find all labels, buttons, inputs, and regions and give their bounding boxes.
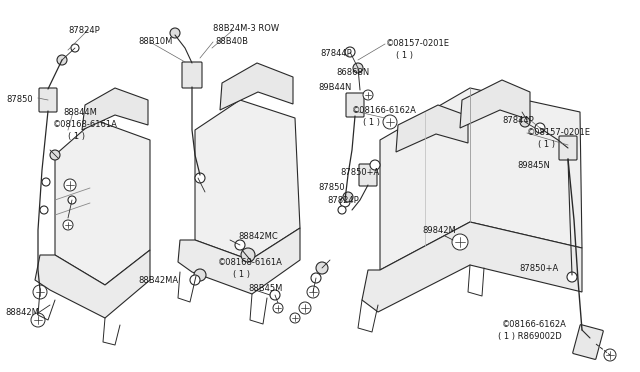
Text: ©08166-6162A: ©08166-6162A xyxy=(352,106,417,115)
Text: 88B10M: 88B10M xyxy=(138,37,172,46)
Text: 89842M: 89842M xyxy=(422,226,456,235)
FancyBboxPatch shape xyxy=(346,93,364,117)
Polygon shape xyxy=(396,105,468,152)
FancyBboxPatch shape xyxy=(559,136,577,160)
Text: 88B42MA: 88B42MA xyxy=(138,276,178,285)
Circle shape xyxy=(353,63,363,73)
Circle shape xyxy=(290,313,300,323)
Text: 89845N: 89845N xyxy=(517,161,550,170)
Text: 87824P: 87824P xyxy=(68,26,100,35)
Text: 86868N: 86868N xyxy=(336,68,369,77)
Circle shape xyxy=(363,90,373,100)
Circle shape xyxy=(40,206,48,214)
Text: 87844P: 87844P xyxy=(502,116,534,125)
Polygon shape xyxy=(380,88,582,270)
Polygon shape xyxy=(82,88,148,130)
Text: ©08157-0201E: ©08157-0201E xyxy=(527,128,591,137)
Circle shape xyxy=(307,286,319,298)
Circle shape xyxy=(520,117,530,127)
Circle shape xyxy=(383,115,397,129)
Polygon shape xyxy=(195,100,300,260)
Circle shape xyxy=(452,234,468,250)
Text: 88B45M: 88B45M xyxy=(248,284,282,293)
Text: 88844M: 88844M xyxy=(63,108,97,117)
Polygon shape xyxy=(55,120,150,285)
Circle shape xyxy=(195,173,205,183)
Polygon shape xyxy=(362,222,582,312)
Text: 87844P: 87844P xyxy=(320,49,352,58)
Circle shape xyxy=(235,240,245,250)
Circle shape xyxy=(190,275,200,285)
Text: ( 1 ): ( 1 ) xyxy=(396,51,413,60)
Circle shape xyxy=(370,160,380,170)
Circle shape xyxy=(31,313,45,327)
Polygon shape xyxy=(35,250,150,318)
Circle shape xyxy=(241,248,255,262)
Circle shape xyxy=(33,285,47,299)
Circle shape xyxy=(604,349,616,361)
Text: ©08168-6161A: ©08168-6161A xyxy=(218,258,283,267)
Text: 87850+A: 87850+A xyxy=(519,264,558,273)
Text: 88B24M-3 ROW: 88B24M-3 ROW xyxy=(213,24,279,33)
Circle shape xyxy=(273,303,283,313)
Text: ( 1 ): ( 1 ) xyxy=(68,132,85,141)
FancyBboxPatch shape xyxy=(359,164,377,186)
Text: ©08166-6162A: ©08166-6162A xyxy=(502,320,567,329)
Circle shape xyxy=(345,47,355,57)
Circle shape xyxy=(194,269,206,281)
Circle shape xyxy=(170,28,180,38)
Text: 88842MC: 88842MC xyxy=(238,232,278,241)
Circle shape xyxy=(68,196,76,204)
Text: ( 1 ): ( 1 ) xyxy=(363,118,380,127)
Circle shape xyxy=(338,206,346,214)
Polygon shape xyxy=(178,228,300,294)
Text: ©08157-0201E: ©08157-0201E xyxy=(386,39,450,48)
Circle shape xyxy=(567,272,577,282)
Circle shape xyxy=(535,123,545,133)
Circle shape xyxy=(71,44,79,52)
Text: ( 1 ): ( 1 ) xyxy=(538,140,555,149)
Text: ( 1 ) R869002D: ( 1 ) R869002D xyxy=(498,332,562,341)
Polygon shape xyxy=(460,80,530,128)
Text: 87850: 87850 xyxy=(318,183,344,192)
Text: 89B44N: 89B44N xyxy=(318,83,351,92)
Circle shape xyxy=(316,262,328,274)
Text: 87850+A: 87850+A xyxy=(340,168,380,177)
Circle shape xyxy=(64,179,76,191)
Circle shape xyxy=(343,192,353,202)
Circle shape xyxy=(63,220,73,230)
FancyBboxPatch shape xyxy=(39,88,57,112)
Text: 88B40B: 88B40B xyxy=(215,37,248,46)
Circle shape xyxy=(50,150,60,160)
Circle shape xyxy=(311,273,321,283)
Text: ( 1 ): ( 1 ) xyxy=(233,270,250,279)
Circle shape xyxy=(340,197,350,207)
FancyBboxPatch shape xyxy=(182,62,202,88)
Text: ©08168-6161A: ©08168-6161A xyxy=(53,120,118,129)
FancyBboxPatch shape xyxy=(573,325,604,359)
Polygon shape xyxy=(220,63,293,110)
Circle shape xyxy=(57,55,67,65)
Text: 88842M: 88842M xyxy=(5,308,39,317)
Circle shape xyxy=(42,178,50,186)
Text: 87824P: 87824P xyxy=(327,196,359,205)
Circle shape xyxy=(299,302,311,314)
Circle shape xyxy=(270,290,280,300)
Text: 87850: 87850 xyxy=(6,95,33,104)
